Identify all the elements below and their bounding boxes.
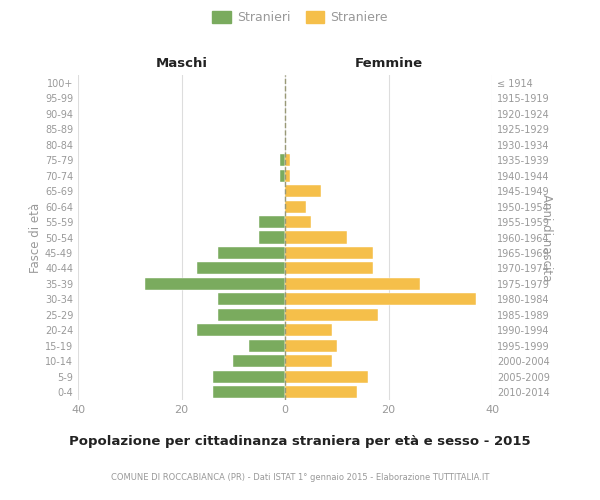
Bar [285, 170, 290, 181]
Bar [285, 247, 373, 259]
Bar [212, 386, 285, 398]
Y-axis label: Fasce di età: Fasce di età [29, 202, 42, 272]
Bar [218, 247, 285, 259]
Bar [285, 154, 290, 166]
Bar [233, 356, 285, 368]
Bar [285, 216, 311, 228]
Y-axis label: Anni di nascita: Anni di nascita [539, 194, 553, 281]
Bar [285, 324, 332, 336]
Bar [259, 216, 285, 228]
Bar [218, 309, 285, 321]
Bar [212, 371, 285, 383]
Bar [285, 371, 368, 383]
Bar [218, 294, 285, 306]
Bar [280, 170, 285, 181]
Bar [285, 232, 347, 243]
Bar [285, 386, 358, 398]
Text: Femmine: Femmine [355, 58, 422, 70]
Bar [197, 262, 285, 274]
Bar [285, 294, 476, 306]
Bar [197, 324, 285, 336]
Text: Popolazione per cittadinanza straniera per età e sesso - 2015: Popolazione per cittadinanza straniera p… [69, 435, 531, 448]
Legend: Stranieri, Straniere: Stranieri, Straniere [207, 6, 393, 29]
Text: Maschi: Maschi [155, 58, 208, 70]
Bar [280, 154, 285, 166]
Bar [285, 278, 419, 290]
Bar [249, 340, 285, 352]
Bar [285, 356, 332, 368]
Bar [285, 262, 373, 274]
Bar [259, 232, 285, 243]
Bar [285, 340, 337, 352]
Bar [145, 278, 285, 290]
Bar [285, 309, 378, 321]
Bar [285, 200, 306, 212]
Text: COMUNE DI ROCCABIANCA (PR) - Dati ISTAT 1° gennaio 2015 - Elaborazione TUTTITALI: COMUNE DI ROCCABIANCA (PR) - Dati ISTAT … [111, 472, 489, 482]
Bar [285, 185, 321, 197]
